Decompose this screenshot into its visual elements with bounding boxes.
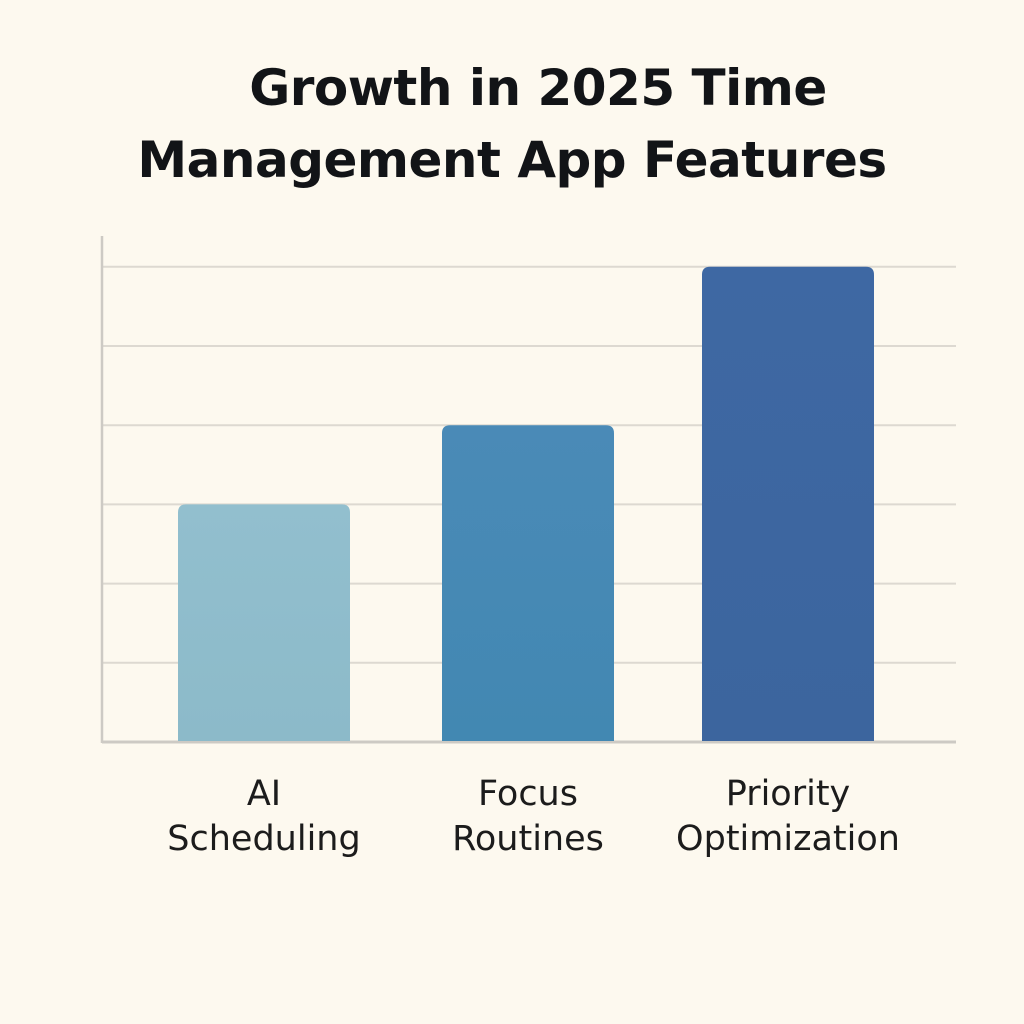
x-tick-labels: AI Scheduling Focus Routines Priority Optimiz… <box>167 774 900 859</box>
bar-focus-routines <box>442 425 614 741</box>
axes <box>100 236 956 744</box>
x-tick-label-1: AI Scheduling <box>167 774 360 859</box>
x-tick-label-line: Optimization <box>676 819 900 859</box>
bars <box>178 266 874 741</box>
x-tick-label-line: Routines <box>452 819 604 859</box>
bar-ai-scheduling <box>178 504 350 741</box>
x-tick-label-line: Focus <box>478 774 578 814</box>
x-tick-label-line: Priority <box>726 774 851 814</box>
x-tick-label-2: Focus Routines <box>452 774 604 859</box>
chart-title-line-2: Management App Features <box>137 131 887 189</box>
chart-title: Growth in 2025 Time Management App Featu… <box>0 52 1024 196</box>
bar-priority-optimization <box>702 266 874 741</box>
x-tick-label-3: Priority Optimization <box>676 774 900 859</box>
x-tick-label-line: AI <box>247 774 281 814</box>
x-tick-label-line: Scheduling <box>167 819 360 859</box>
chart-title-line-1: Growth in 2025 Time <box>249 59 827 117</box>
